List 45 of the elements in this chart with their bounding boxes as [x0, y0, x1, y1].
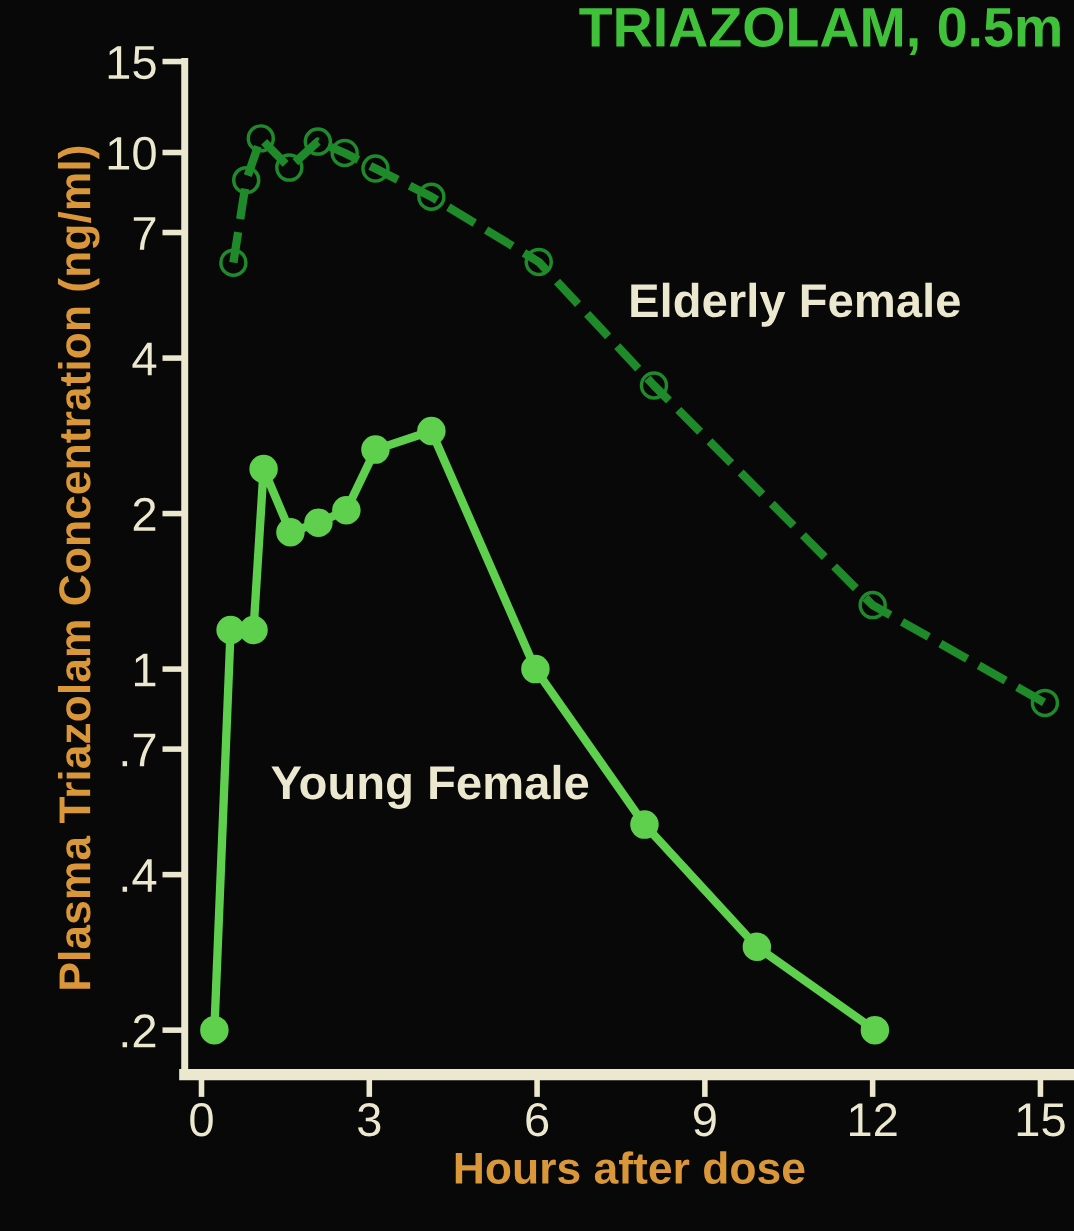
point — [858, 590, 887, 620]
x-tick-label: 9 — [693, 1102, 716, 1137]
point — [275, 153, 304, 182]
y-tick-label: .2 — [122, 1014, 156, 1048]
point — [332, 496, 361, 525]
point — [200, 1015, 229, 1045]
point — [303, 127, 333, 156]
x-tick-label: 0 — [190, 1102, 213, 1137]
y-tick-label: .7 — [122, 733, 156, 767]
point — [417, 182, 446, 211]
point — [639, 371, 669, 400]
point — [417, 416, 446, 446]
point — [630, 810, 659, 839]
y-tick-label: .4 — [122, 859, 157, 892]
point — [304, 508, 333, 537]
y-tick-label: 4 — [132, 342, 157, 376]
chart-title: TRIAZOLAM, 0.5m — [579, 7, 1060, 56]
x-tick-label: 12 — [850, 1102, 897, 1136]
point — [742, 932, 772, 962]
y-tick-label: 15 — [108, 46, 156, 80]
series-label: Elderly Female — [631, 282, 960, 327]
point — [521, 654, 550, 684]
y-tick-label: 7 — [133, 217, 156, 250]
point — [361, 154, 390, 183]
point — [216, 615, 245, 645]
y-axis-title: Plasma Triazolam Concentration (ng/ml) — [57, 146, 100, 989]
point — [361, 435, 390, 464]
y-tick-label: 10 — [108, 136, 156, 171]
point — [860, 1015, 890, 1045]
point — [249, 454, 278, 484]
point — [1030, 688, 1060, 718]
series-label: Young Female — [271, 764, 589, 810]
point — [219, 248, 248, 277]
point — [246, 124, 276, 153]
point — [232, 165, 261, 195]
point — [524, 247, 553, 277]
point — [330, 138, 359, 168]
x-tick-label: 6 — [526, 1102, 549, 1137]
y-tick-label: 1 — [134, 653, 156, 687]
x-tick-label: 15 — [1017, 1103, 1065, 1137]
point — [276, 518, 305, 547]
y-tick-label: 2 — [133, 497, 156, 531]
x-axis-title: Hours after dose — [455, 1151, 805, 1184]
point — [239, 615, 268, 645]
x-tick-label: 3 — [357, 1102, 381, 1137]
